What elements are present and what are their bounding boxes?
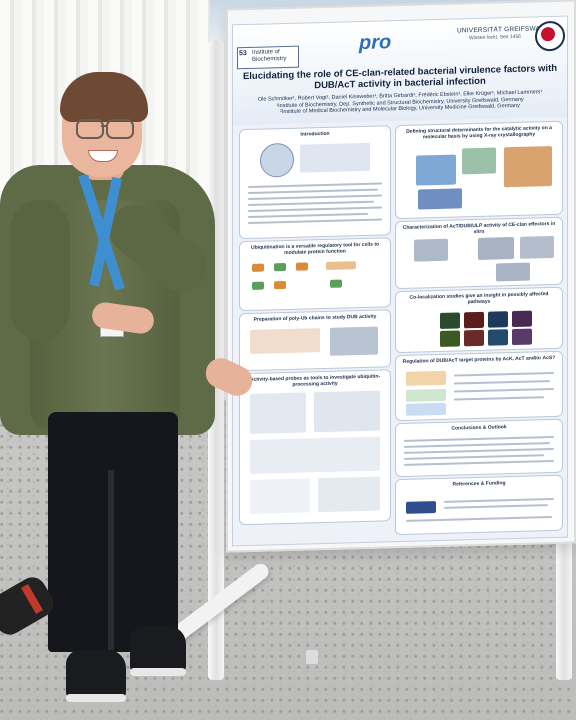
protein-structure-figure	[504, 146, 552, 188]
figure	[406, 388, 446, 402]
section-title: Defining structural determinants for the…	[406, 125, 552, 141]
microscopy-image	[464, 311, 484, 329]
text-line	[248, 182, 382, 188]
pants-seam	[108, 470, 114, 650]
figure	[274, 262, 286, 272]
glasses-lens	[76, 119, 104, 139]
person-right-shoe	[130, 626, 186, 674]
section-title: Introduction	[300, 130, 330, 138]
text-line	[248, 200, 374, 206]
figure	[296, 262, 308, 271]
text-line	[248, 188, 378, 194]
panel-introduction: Introduction	[239, 125, 391, 240]
text-line	[454, 371, 554, 377]
figure	[314, 390, 380, 433]
text-line	[404, 435, 554, 442]
panel-colocalization: Co-localization studies give an insight …	[395, 286, 563, 354]
microscopy-image	[488, 329, 508, 346]
text-line	[454, 380, 550, 385]
text-line	[454, 396, 544, 401]
text-line	[248, 218, 382, 224]
microscopy-image	[488, 311, 508, 328]
figure	[300, 142, 370, 173]
section-title: Conclusions & Outlook	[451, 424, 507, 432]
figure	[260, 142, 294, 178]
panel-characterization: Characterization of AcT/DUB/ULP activity…	[395, 216, 563, 290]
figure	[330, 279, 342, 288]
panel-references: References & Funding	[395, 474, 563, 536]
section-title: Co-localization studies give an insight …	[409, 291, 549, 306]
figure	[250, 478, 310, 514]
person-left-arm	[10, 200, 70, 340]
text-line	[454, 387, 554, 393]
microscopy-image	[440, 330, 460, 347]
text-line	[444, 497, 554, 503]
figure	[252, 281, 264, 290]
shoe-sole	[130, 668, 186, 676]
section-title: References & Funding	[452, 480, 506, 488]
text-line	[404, 454, 544, 460]
text-line	[248, 206, 382, 212]
panel-ubiquitination: Ubiquitination is a versatile regulatory…	[239, 237, 391, 312]
text-line	[444, 504, 548, 509]
section-title: Ubiquitination is a versatile regulatory…	[250, 241, 380, 257]
panel-structure: Defining structural determinants for the…	[395, 120, 563, 220]
section-title: Activity-based probes as tools to invest…	[249, 373, 381, 388]
section-title: Preparation of poly-Ub chains to study D…	[253, 313, 377, 323]
text-line	[248, 194, 382, 200]
text-line	[248, 212, 368, 218]
brand-logo: pro	[359, 31, 392, 55]
figure	[252, 263, 264, 272]
shoe-sole	[66, 694, 126, 702]
microscopy-image	[512, 310, 532, 328]
funding-logo	[406, 501, 436, 514]
person-left-shoe	[66, 650, 126, 700]
glasses-bridge	[101, 125, 107, 127]
figure	[326, 261, 356, 270]
institute-logo: 53	[239, 50, 247, 58]
panel-activity-probes: Activity-based probes as tools to invest…	[239, 369, 391, 526]
panel-conclusions: Conclusions & Outlook	[395, 418, 563, 478]
figure	[406, 402, 446, 416]
person-hair	[60, 72, 148, 122]
text-line	[404, 459, 554, 466]
glasses-lens	[106, 119, 134, 139]
figure	[250, 436, 380, 474]
gel-figure	[496, 262, 530, 282]
figure	[318, 476, 380, 513]
panel-probes: Preparation of poly-Ub chains to study D…	[239, 309, 391, 372]
microscopy-image	[440, 312, 460, 329]
gel-figure	[478, 237, 514, 260]
figure	[274, 280, 286, 290]
section-title: Regulation of DUB/AcT target proteins by…	[402, 354, 556, 365]
protein-structure-figure	[418, 188, 462, 210]
gel-figure	[330, 326, 378, 356]
cup-on-floor	[306, 650, 318, 664]
section-title: Characterization of AcT/DUB/ULP activity…	[402, 220, 556, 236]
gel-figure	[520, 235, 554, 259]
poster: Institute of Biochemistry 53 pro UNIVERS…	[232, 15, 568, 547]
figure	[250, 392, 306, 434]
text-line	[404, 442, 550, 448]
protein-structure-figure	[416, 154, 456, 186]
microscopy-image	[512, 328, 532, 346]
protein-structure-figure	[462, 147, 496, 175]
panel-regulation: Regulation of DUB/AcT target proteins by…	[395, 350, 563, 422]
gel-figure	[414, 238, 448, 262]
figure	[406, 370, 446, 386]
text-line	[406, 516, 552, 522]
text-line	[404, 447, 554, 454]
figure	[250, 328, 320, 354]
microscopy-image	[464, 329, 484, 347]
